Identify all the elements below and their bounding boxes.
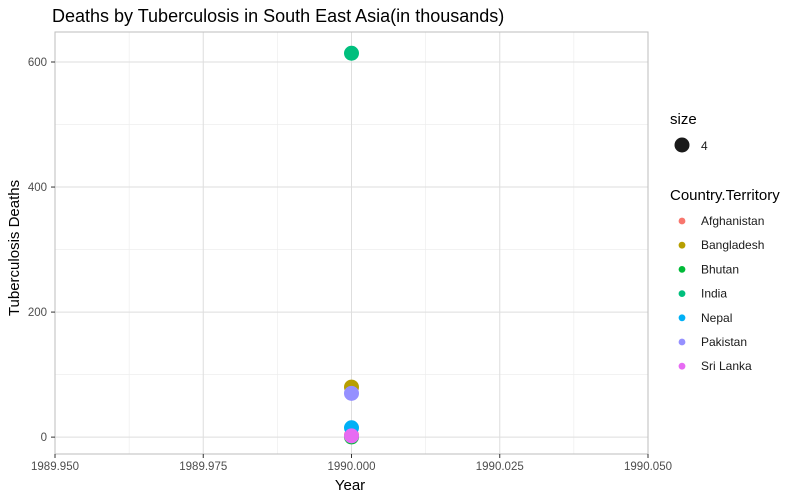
color-legend: Afghanistan Bangladesh Bhutan India Nepal Pak… xyxy=(678,214,764,373)
x-tick-label: 1990.000 xyxy=(328,461,376,473)
x-tick-label: 1990.025 xyxy=(476,461,524,473)
size-legend-label: 4 xyxy=(701,139,708,153)
size-legend-key xyxy=(674,137,690,153)
color-legend-title: Country.Territory xyxy=(670,187,780,204)
x-tick-label: 1990.050 xyxy=(624,461,672,473)
legend-key-sri-lanka xyxy=(678,362,686,370)
y-tick-label: 200 xyxy=(28,307,47,319)
legend-label-pakistan: Pakistan xyxy=(701,335,747,349)
legend-label-bangladesh: Bangladesh xyxy=(701,238,764,252)
legend-key-nepal xyxy=(678,314,686,322)
data-point-india xyxy=(344,45,359,61)
legend-key-bhutan xyxy=(678,266,686,273)
data-points xyxy=(344,45,359,445)
axes: 1989.950 1989.975 1990.000 1990.025 1990.050… xyxy=(28,57,672,473)
size-legend-title: size xyxy=(670,111,697,128)
legend-label-afghanistan: Afghanistan xyxy=(701,214,764,228)
y-axis-title: Tuberculosis Deaths xyxy=(6,180,23,316)
chart-title: Deaths by Tuberculosis in South East Asi… xyxy=(52,6,504,26)
legend-label-nepal: Nepal xyxy=(701,311,732,325)
y-tick-label: 0 xyxy=(41,432,47,444)
legend-label-sri-lanka: Sri Lanka xyxy=(701,359,752,373)
legend-key-bangladesh xyxy=(678,241,686,249)
data-point-pakistan xyxy=(344,385,359,401)
legend-key-afghanistan xyxy=(678,217,686,225)
legend-label-bhutan: Bhutan xyxy=(701,262,739,276)
legend-key-india xyxy=(678,290,686,297)
legend-label-india: India xyxy=(701,287,727,301)
y-tick-label: 400 xyxy=(28,182,47,194)
x-axis-title: Year xyxy=(335,477,365,494)
data-point-sri-lanka xyxy=(344,428,359,444)
x-tick-label: 1989.975 xyxy=(179,461,227,473)
legend-key-pakistan xyxy=(678,338,686,346)
y-tick-label: 600 xyxy=(28,57,47,69)
x-tick-label: 1989.950 xyxy=(31,461,79,473)
